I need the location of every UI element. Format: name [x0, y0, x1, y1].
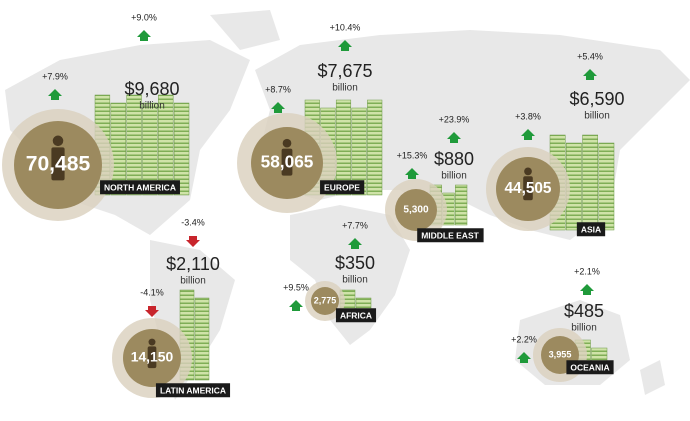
region-label: NORTH AMERICA — [104, 182, 176, 192]
population-change: +9.5% — [283, 282, 309, 292]
wealth-change: +2.1% — [574, 266, 600, 276]
person-head — [524, 167, 532, 176]
wealth-value: $6,590 — [569, 89, 624, 109]
change-arrow — [583, 69, 597, 80]
money-stack — [355, 297, 372, 311]
population-change: +15.3% — [397, 150, 428, 160]
wealth-value: $485 — [564, 301, 604, 321]
change-arrow — [48, 89, 62, 100]
population-change: -4.1% — [140, 287, 164, 297]
money-stack — [194, 297, 210, 381]
region: 14,150 LATIN AMERICA $2,110 billion -3.4% -4.… — [112, 217, 231, 398]
change-arrow — [271, 102, 285, 113]
money-stack — [142, 102, 158, 196]
label-box — [566, 360, 614, 375]
change-arrow — [521, 129, 535, 140]
person-body — [51, 147, 65, 181]
change-arrow — [137, 30, 151, 41]
label-box — [335, 308, 377, 323]
region: 3,955 OCEANIA $485 billion +2.1% +2.2% — [511, 266, 614, 382]
change-arrow — [289, 300, 303, 311]
person-body — [147, 346, 157, 369]
money-stack — [351, 107, 367, 196]
population-change: +8.7% — [265, 84, 291, 94]
label-box — [576, 222, 606, 237]
money-stack — [598, 142, 615, 231]
money-stack — [582, 134, 598, 231]
wealth-value: $2,110 — [166, 254, 220, 274]
region-label: MIDDLE EAST — [421, 230, 479, 240]
population-value: 70,485 — [26, 153, 91, 176]
region-label: EUROPE — [324, 182, 360, 192]
region-label: ASIA — [581, 224, 601, 234]
wealth-unit: billion — [441, 171, 467, 182]
money-stack — [367, 99, 383, 196]
change-arrow — [348, 238, 362, 249]
label-box — [417, 228, 484, 243]
region: 70,485 NORTH AMERICA $9,680 billion +9.0% +7.… — [2, 12, 190, 221]
population-change: +3.8% — [515, 111, 541, 121]
population-change: +7.9% — [42, 71, 68, 81]
change-arrow — [517, 352, 531, 363]
population-circle — [311, 287, 339, 315]
money-stack — [158, 94, 174, 196]
money-stack — [173, 102, 190, 196]
person-head — [148, 338, 156, 346]
population-value: 58,065 — [261, 152, 314, 172]
wealth-value: $880 — [434, 149, 474, 169]
money-stack — [126, 94, 142, 196]
wealth-change: +9.0% — [131, 12, 157, 22]
change-arrow — [186, 236, 200, 247]
money-stack — [335, 99, 352, 196]
change-arrow — [338, 40, 352, 51]
wealth-change: +10.4% — [330, 22, 361, 32]
change-arrow — [580, 284, 594, 295]
money-stack — [591, 347, 608, 363]
label-box — [100, 180, 180, 195]
region: 44,505 ASIA $6,590 billion +5.4% +3.8% — [486, 51, 625, 237]
population-value: 2,775 — [314, 295, 337, 305]
region-label: LATIN AMERICA — [160, 385, 226, 395]
person-head — [52, 135, 64, 147]
person-head — [282, 138, 292, 148]
wealth-change: -3.4% — [181, 217, 205, 227]
wealth-unit: billion — [584, 111, 610, 122]
change-arrow — [447, 132, 461, 143]
wealth-unit: billion — [571, 323, 597, 334]
person-body — [523, 176, 533, 201]
wealth-unit: billion — [342, 275, 368, 286]
wealth-unit: billion — [332, 83, 358, 94]
wealth-change: +23.9% — [439, 114, 470, 124]
wealth-value: $9,680 — [124, 79, 179, 99]
wealth-unit: billion — [139, 101, 165, 112]
region: 58,065 EUROPE $7,675 billion +10.4% +8.7% — [237, 22, 383, 213]
person-body — [281, 148, 293, 176]
wealth-change: +7.7% — [342, 220, 368, 230]
population-circle — [395, 189, 437, 231]
region: 5,300 MIDDLE EAST $880 billion +23.9% +15.3% — [385, 114, 484, 243]
wealth-value: $7,675 — [317, 61, 372, 81]
change-arrow — [405, 168, 419, 179]
population-value: 3,955 — [549, 349, 572, 359]
population-change: +2.2% — [511, 334, 537, 344]
label-box — [320, 180, 365, 195]
population-value: 5,300 — [403, 205, 429, 216]
region-label: AFRICA — [340, 310, 372, 320]
change-arrow — [145, 306, 159, 317]
wealth-unit: billion — [180, 276, 206, 287]
label-box — [155, 383, 231, 398]
regions: 70,485 NORTH AMERICA $9,680 billion +9.0% +7.… — [2, 12, 625, 398]
wealth-change: +5.4% — [577, 51, 603, 61]
wealth-value: $350 — [335, 253, 375, 273]
population-value: 44,505 — [505, 180, 552, 197]
region-label: OCEANIA — [570, 362, 609, 372]
population-value: 14,150 — [131, 349, 174, 365]
money-stack — [455, 184, 468, 226]
